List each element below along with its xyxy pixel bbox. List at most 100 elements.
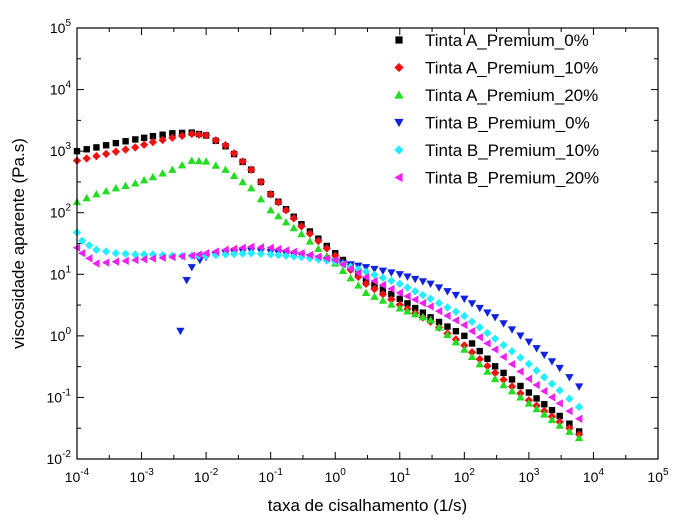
y-tick-label: 10-2 — [47, 449, 72, 467]
legend-item: Tinta B_Premium_20% — [394, 169, 599, 188]
data-point — [378, 290, 388, 299]
legend-label: Tinta A_Premium_20% — [425, 86, 598, 105]
data-point — [451, 316, 460, 325]
data-point — [370, 270, 379, 279]
data-point — [555, 364, 564, 373]
data-point — [547, 393, 556, 402]
data-point — [426, 315, 435, 324]
data-point — [524, 359, 534, 369]
data-point — [82, 154, 91, 163]
legend: Tinta A_Premium_0% Tinta A_Premium_10% Tin… — [394, 31, 599, 188]
data-point — [404, 300, 411, 307]
data-point — [93, 144, 100, 151]
data-point — [266, 190, 275, 199]
data-point — [238, 249, 247, 258]
data-point — [418, 278, 428, 286]
data-point — [305, 250, 314, 260]
data-point — [403, 292, 411, 301]
data-point — [158, 135, 167, 145]
data-point — [395, 271, 404, 279]
data-point — [395, 288, 403, 297]
data-point — [387, 300, 396, 308]
data-point — [395, 279, 404, 288]
data-point — [533, 395, 540, 402]
data-point — [507, 326, 517, 334]
y-axis-title: viscosidade aparente (Pa.s) — [9, 138, 28, 349]
data-point — [516, 393, 525, 401]
data-point — [451, 291, 461, 300]
data-point — [547, 379, 557, 388]
data-point — [500, 369, 507, 377]
data-point — [467, 352, 477, 361]
data-point — [532, 366, 541, 375]
legend-label: Tinta A_Premium_10% — [425, 59, 598, 78]
data-point — [507, 382, 517, 391]
data-point — [221, 245, 229, 254]
data-point — [475, 355, 484, 364]
data-point — [361, 279, 371, 288]
data-point — [168, 252, 176, 262]
data-point — [370, 276, 378, 286]
data-point — [346, 264, 354, 273]
legend-label: Tinta B_Premium_10% — [425, 141, 599, 160]
data-point — [378, 296, 388, 304]
data-point — [211, 161, 220, 169]
legend-marker — [394, 90, 404, 99]
data-point — [229, 171, 239, 180]
data-point — [540, 410, 549, 418]
data-point — [490, 345, 499, 354]
data-point — [111, 147, 121, 156]
data-point — [378, 267, 388, 275]
data-point — [555, 421, 564, 429]
data-point — [168, 165, 177, 173]
series-6 — [72, 242, 583, 423]
data-point — [139, 176, 149, 184]
data-point — [565, 394, 574, 403]
data-point — [177, 161, 187, 169]
data-point — [490, 334, 500, 343]
data-point — [507, 386, 517, 395]
data-point — [83, 146, 90, 153]
y-tick-label: 105 — [50, 18, 72, 36]
data-point — [148, 172, 158, 181]
data-point — [256, 177, 266, 187]
data-point — [101, 187, 111, 195]
data-point — [460, 295, 469, 303]
data-point — [387, 284, 395, 294]
data-point — [483, 309, 492, 317]
x-tick-label: 105 — [647, 467, 669, 485]
data-point — [499, 375, 508, 384]
y-tick-label: 10-1 — [47, 387, 72, 405]
data-point — [201, 157, 211, 165]
data-point — [361, 272, 370, 282]
legend-label: Tinta B_Premium_20% — [425, 169, 599, 188]
data-point — [434, 323, 444, 331]
data-point — [247, 249, 256, 258]
data-point — [195, 256, 205, 265]
data-point — [256, 195, 266, 203]
data-point — [516, 367, 524, 376]
data-point — [387, 295, 396, 304]
data-point — [475, 333, 483, 342]
data-point — [229, 244, 238, 253]
data-point — [378, 280, 387, 290]
data-point — [540, 351, 549, 360]
data-point — [418, 313, 428, 321]
data-point — [387, 276, 396, 285]
data-point — [221, 141, 230, 150]
data-point — [331, 255, 339, 265]
data-point — [467, 348, 477, 357]
data-point — [565, 406, 573, 416]
data-point — [411, 295, 419, 304]
data-point — [490, 314, 500, 322]
data-point — [322, 254, 330, 263]
data-point — [131, 179, 140, 187]
legend-item: Tinta A_Premium_10% — [394, 59, 598, 78]
data-point — [314, 236, 323, 246]
legend-item: Tinta B_Premium_10% — [394, 141, 599, 160]
data-point — [331, 251, 340, 260]
legend-item: Tinta B_Premium_0% — [394, 114, 590, 133]
data-point — [266, 206, 275, 214]
data-point — [387, 269, 396, 277]
